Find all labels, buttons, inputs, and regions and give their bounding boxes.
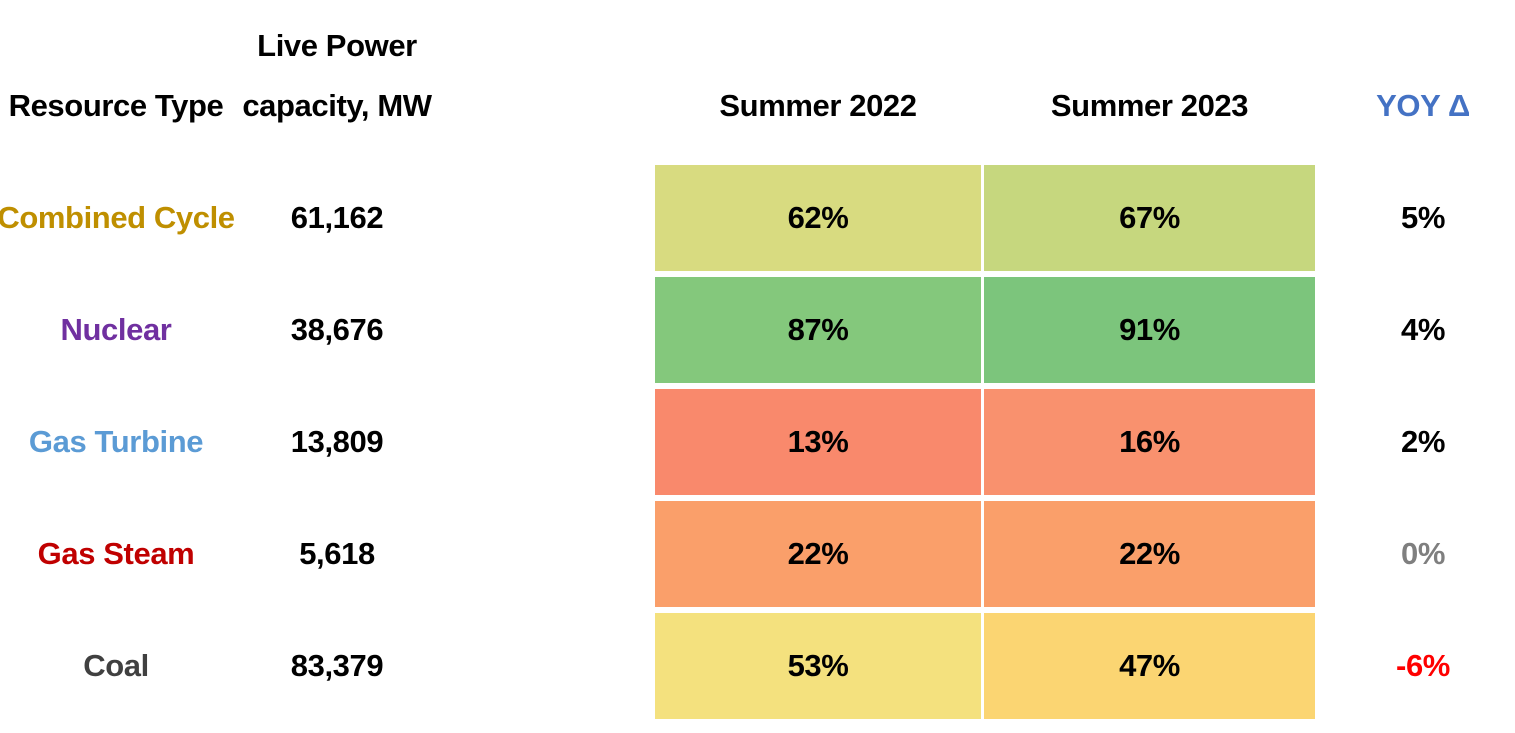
capacity-value: 13,809 xyxy=(290,424,384,459)
summer-2023-cell: 47% xyxy=(984,613,1315,719)
capacity-value: 5,618 xyxy=(299,536,375,571)
summer-2023-cell: 22% xyxy=(984,501,1315,607)
table-row: Combined Cycle 61,162 62% 67% 5% xyxy=(0,165,1515,271)
table-row: Coal 83,379 53% 47% -6% xyxy=(0,613,1515,719)
summer-2023-cell: 16% xyxy=(984,389,1315,495)
header-capacity-line2: capacity, MW xyxy=(242,88,432,123)
header-yoy-delta: YOY Δ xyxy=(1376,88,1470,123)
table-header: Resource Type Live Power capacity, MW Su… xyxy=(0,0,1515,165)
resource-type-label: Nuclear xyxy=(60,312,172,347)
yoy-value: 0% xyxy=(1400,536,1445,571)
summer-2023-cell: 67% xyxy=(984,165,1315,271)
yoy-value: -6% xyxy=(1396,648,1450,683)
summer-2022-cell: 53% xyxy=(655,613,981,719)
yoy-value: 4% xyxy=(1400,312,1445,347)
resource-type-label: Coal xyxy=(83,648,149,683)
header-summer-2022: Summer 2022 xyxy=(719,88,917,123)
header-summer-2023: Summer 2023 xyxy=(1050,88,1249,123)
capacity-value: 61,162 xyxy=(290,200,384,235)
table-row: Gas Steam 5,618 22% 22% 0% xyxy=(0,501,1515,607)
table-row: Nuclear 38,676 87% 91% 4% xyxy=(0,277,1515,383)
summer-2022-cell: 13% xyxy=(655,389,981,495)
resource-type-label: Combined Cycle xyxy=(0,200,235,235)
header-capacity-line1: Live Power xyxy=(257,28,417,63)
resource-type-label: Gas Turbine xyxy=(28,424,204,459)
capacity-value: 83,379 xyxy=(290,648,384,683)
yoy-value: 5% xyxy=(1400,200,1445,235)
summer-2022-cell: 87% xyxy=(655,277,981,383)
header-resource-type: Resource Type xyxy=(8,88,224,123)
summer-2022-cell: 22% xyxy=(655,501,981,607)
yoy-value: 2% xyxy=(1400,424,1445,459)
capacity-value: 38,676 xyxy=(290,312,384,347)
table-row: Gas Turbine 13,809 13% 16% 2% xyxy=(0,389,1515,495)
summer-2022-cell: 62% xyxy=(655,165,981,271)
resource-type-label: Gas Steam xyxy=(37,536,195,571)
summer-2023-cell: 91% xyxy=(984,277,1315,383)
